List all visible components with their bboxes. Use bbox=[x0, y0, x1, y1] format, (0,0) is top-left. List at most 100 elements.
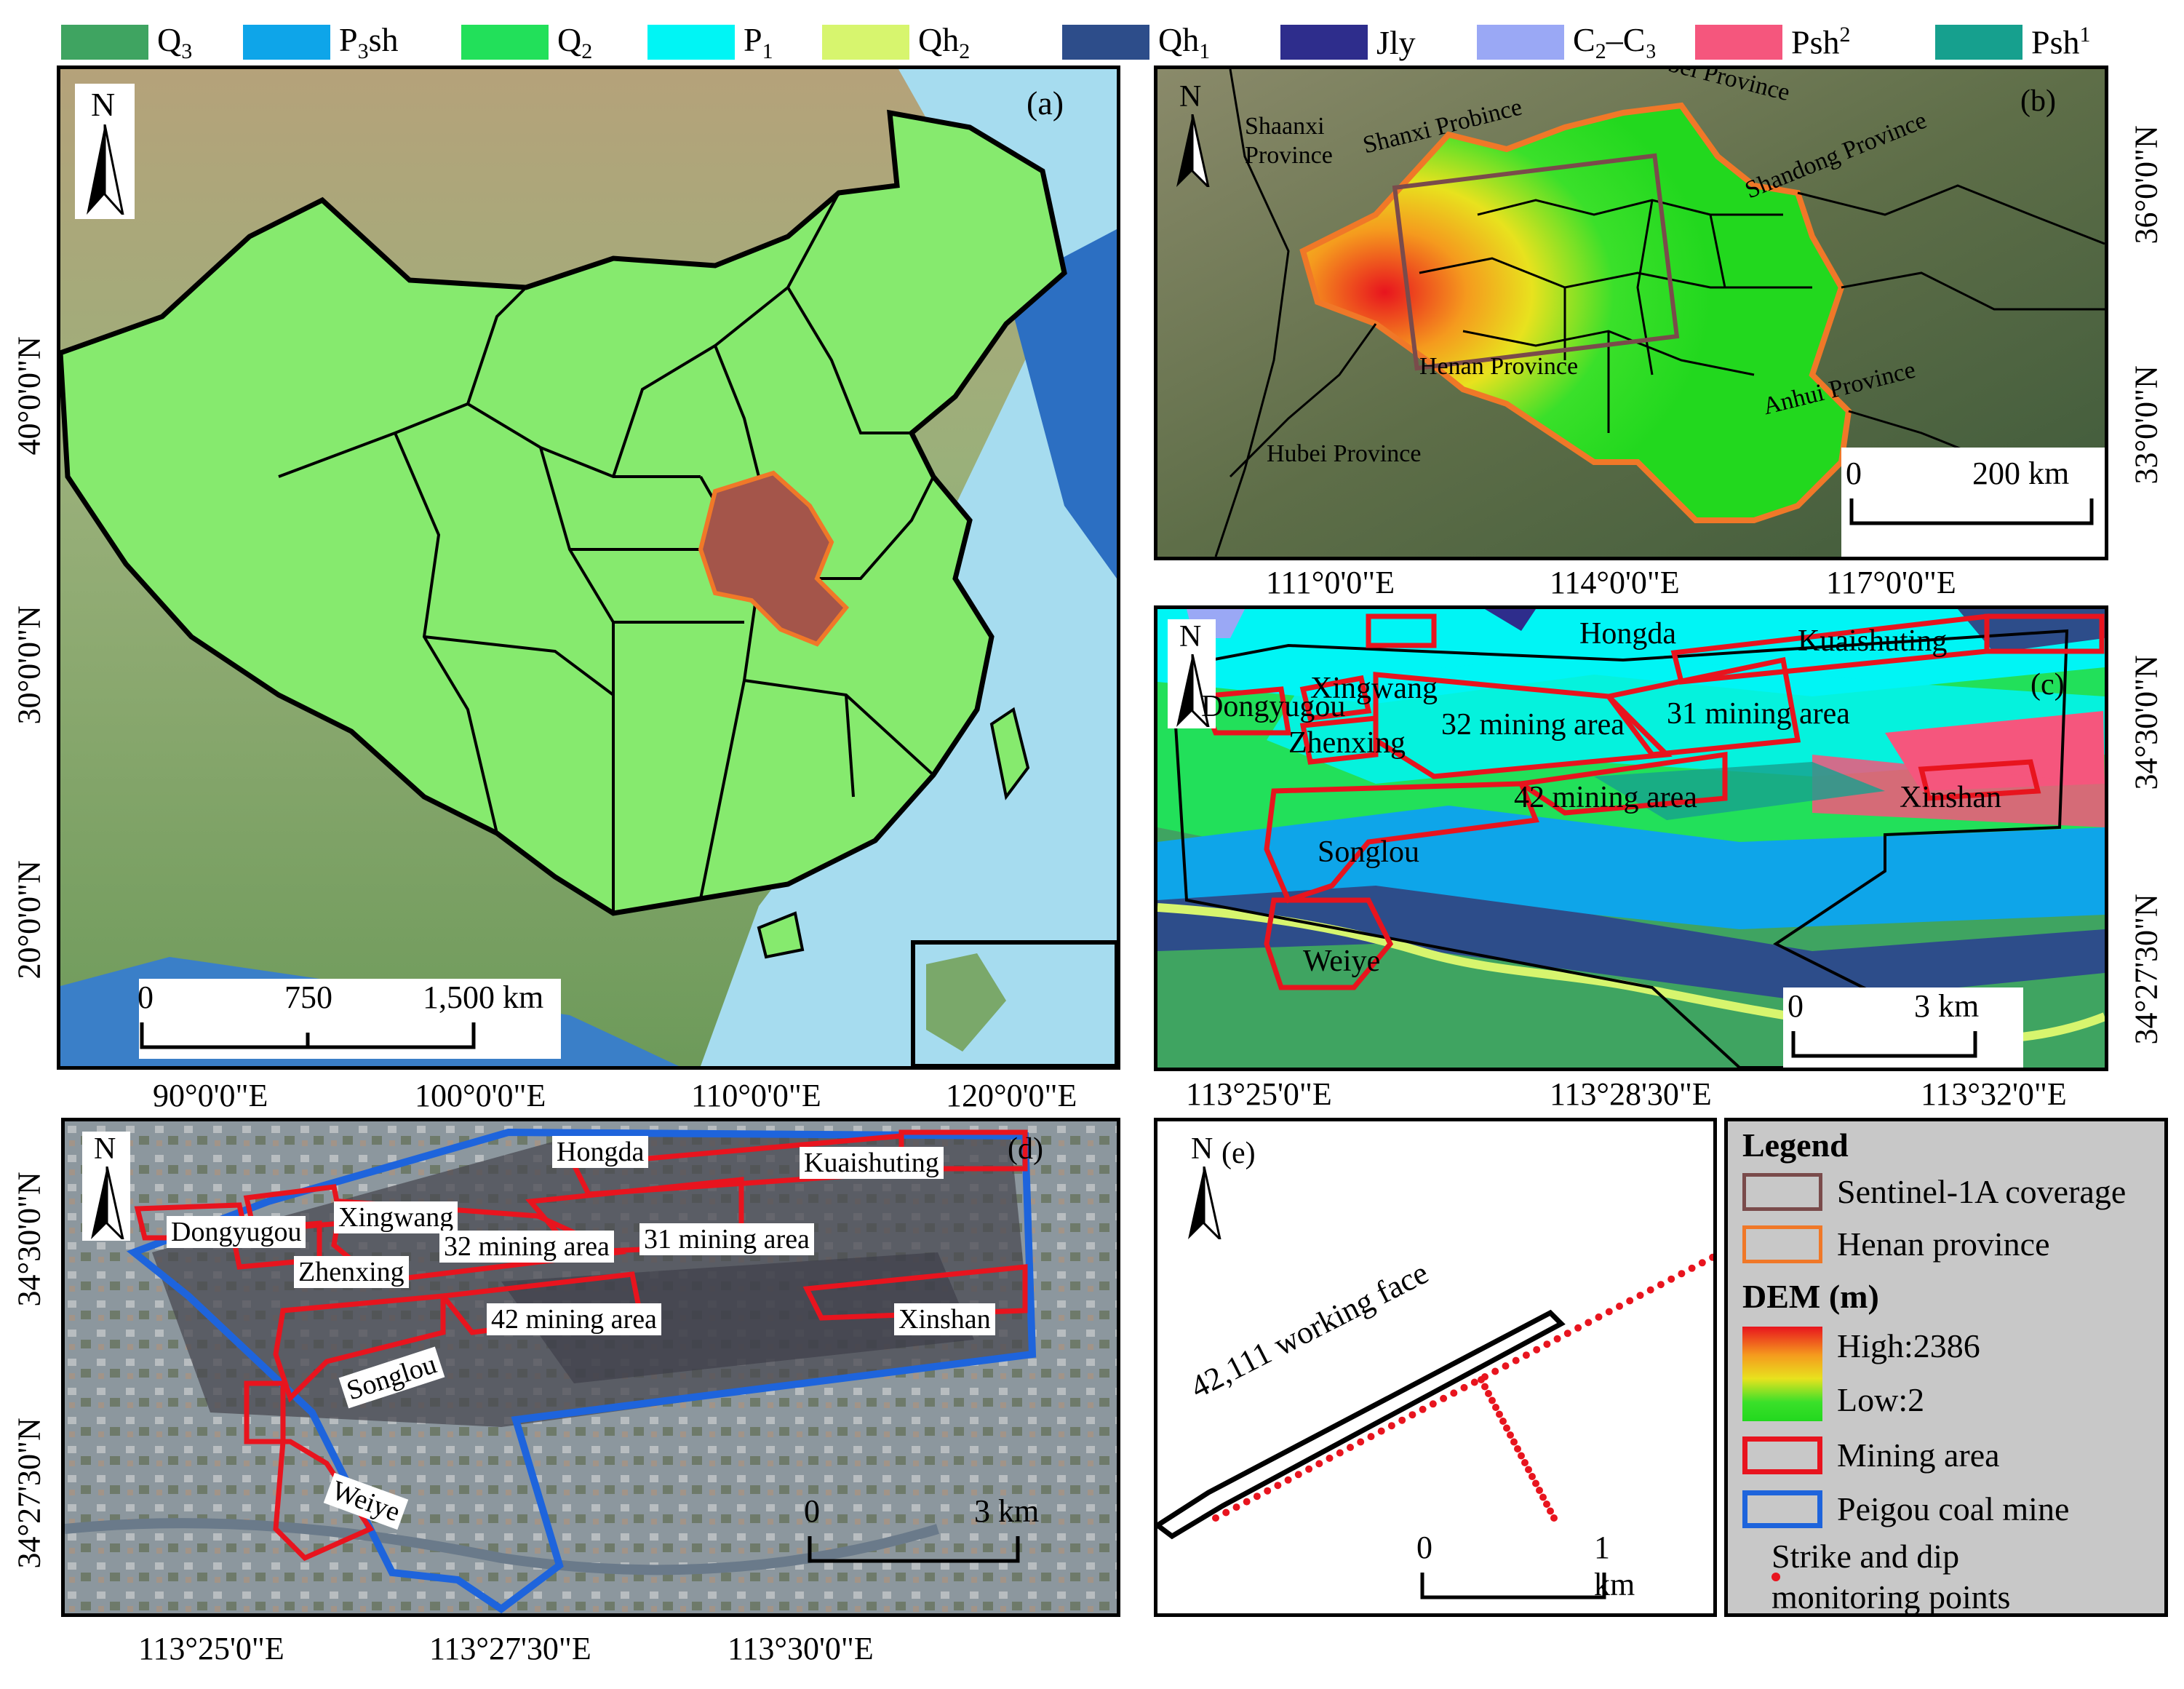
strike-point bbox=[1688, 1264, 1696, 1272]
dip-point bbox=[1532, 1479, 1539, 1487]
place-label: Dongyugou bbox=[1201, 690, 1346, 723]
strike-point bbox=[1284, 1476, 1292, 1484]
strike-point bbox=[1243, 1498, 1251, 1506]
geology-swatch bbox=[1280, 25, 1368, 60]
geology-swatch bbox=[61, 25, 148, 60]
panel-b-henan-dem: N (b) Shaanxi Province Shanxi Probince b… bbox=[1154, 65, 2108, 560]
panel-d-satellite-map: N (d) Hongda Kuaishuting Xingwang Dongyu… bbox=[61, 1118, 1120, 1617]
strike-point bbox=[1294, 1471, 1302, 1479]
geology-swatch bbox=[1695, 25, 1782, 60]
strike-point bbox=[1357, 1438, 1365, 1446]
strike-point bbox=[1315, 1460, 1323, 1468]
scale-zero: 0 bbox=[138, 979, 154, 1015]
geology-swatch bbox=[243, 25, 330, 60]
scale-line bbox=[1420, 1573, 1606, 1599]
geology-label: Psh2 bbox=[1791, 23, 1851, 61]
place-label: Hongda bbox=[1579, 617, 1676, 651]
b-lat-label: 36°0'0"N bbox=[2128, 125, 2164, 245]
dip-point bbox=[1514, 1445, 1521, 1452]
dip-point bbox=[1478, 1376, 1485, 1383]
dip-point bbox=[1529, 1473, 1536, 1480]
place-label: Hongda bbox=[552, 1136, 649, 1168]
geology-legend-item: C2–C₃ bbox=[1477, 20, 1657, 64]
place-label: Xingwang bbox=[1310, 672, 1438, 705]
scale-zero: 0 bbox=[1788, 988, 1804, 1024]
strike-point bbox=[1222, 1509, 1230, 1517]
a-lat-label: 20°0'0"N bbox=[11, 860, 47, 979]
north-label: N bbox=[94, 1132, 116, 1166]
geology-label: C2–C₃ bbox=[1573, 20, 1657, 64]
legend-label: Henan province bbox=[1837, 1225, 2050, 1263]
strike-point bbox=[1408, 1411, 1416, 1419]
geology-label: Qh2 bbox=[918, 20, 971, 64]
china-relief-map bbox=[60, 69, 1117, 1066]
d-lat-label: 34°30'0"N bbox=[11, 1172, 47, 1307]
geology-label: Qh1 bbox=[1158, 20, 1211, 64]
b-lon-label: 117°0'0"E bbox=[1826, 565, 1956, 600]
north-arrow-a: N bbox=[75, 84, 135, 219]
d-lon-label: 113°25'0"E bbox=[138, 1631, 284, 1666]
scale-end: 1,500 km bbox=[423, 979, 544, 1015]
d-lon-label: 113°30'0"E bbox=[728, 1631, 874, 1666]
panel-e-working-face: N (e) 42,111 working face 0 1 km bbox=[1154, 1118, 1717, 1617]
north-arrow-icon bbox=[1176, 114, 1210, 187]
north-arrow-e: N bbox=[1179, 1132, 1227, 1241]
dip-point bbox=[1536, 1487, 1543, 1494]
north-label: N bbox=[1179, 620, 1202, 653]
legend-label: Strike and dip bbox=[1771, 1538, 1960, 1575]
b-lon-label: 111°0'0"E bbox=[1266, 565, 1395, 600]
legend-title: Legend bbox=[1742, 1126, 1849, 1164]
strike-point bbox=[1512, 1356, 1520, 1364]
working-face-outline bbox=[1157, 1309, 1566, 1540]
panel-e-letter: (e) bbox=[1221, 1137, 1256, 1170]
dip-point bbox=[1543, 1501, 1550, 1508]
strike-point bbox=[1563, 1330, 1571, 1338]
strike-point bbox=[1419, 1405, 1427, 1413]
a-lon-label: 100°0'0"E bbox=[415, 1078, 546, 1113]
strike-point bbox=[1574, 1324, 1582, 1332]
place-label: Hubei Province bbox=[1267, 440, 1422, 467]
dip-point bbox=[1488, 1396, 1496, 1404]
strike-point bbox=[1553, 1335, 1561, 1343]
geology-label: P3sh bbox=[339, 20, 399, 64]
north-arrow-c: N bbox=[1168, 619, 1216, 728]
henan-highlight bbox=[698, 470, 850, 647]
place-label: 42 mining area bbox=[487, 1303, 661, 1335]
d-lat-label: 34°27'30"N bbox=[11, 1418, 47, 1569]
c-lat-label: 34°27'30"N bbox=[2128, 894, 2164, 1045]
strike-point bbox=[1232, 1503, 1240, 1511]
geology-swatch bbox=[461, 25, 549, 60]
strike-point bbox=[1491, 1367, 1499, 1375]
panel-c-geology-map: N (c) Hongda Kuaishuting Dongyugou Xingw… bbox=[1154, 605, 2108, 1071]
geology-label: Jly bbox=[1376, 23, 1416, 61]
strike-point bbox=[1305, 1465, 1313, 1473]
place-label: Zhenxing bbox=[294, 1256, 409, 1288]
dip-point bbox=[1481, 1383, 1488, 1391]
scale-bar-d: 0 3 km bbox=[800, 1493, 1040, 1573]
strike-point bbox=[1698, 1259, 1706, 1267]
scale-mid: 750 bbox=[284, 979, 332, 1015]
geology-label: Q3 bbox=[157, 20, 193, 64]
place-label: Xingwang bbox=[334, 1201, 458, 1233]
place-label: Kuaishuting bbox=[800, 1147, 944, 1179]
dip-point bbox=[1499, 1418, 1507, 1425]
sentinel-coverage-rect bbox=[1392, 153, 1680, 371]
north-arrow-icon bbox=[1176, 654, 1210, 727]
legend-peigou: Peigou coal mine bbox=[1742, 1490, 2069, 1528]
north-arrow-d: N bbox=[82, 1132, 130, 1241]
place-label: Shaanxi bbox=[1245, 113, 1325, 140]
legend-henan: Henan province bbox=[1742, 1225, 2050, 1263]
strike-point bbox=[1253, 1493, 1261, 1501]
scale-zero: 0 bbox=[1416, 1530, 1432, 1565]
dip-point bbox=[1521, 1459, 1529, 1466]
panel-a-china-map: N (a) 0 750 1,500 km bbox=[57, 65, 1120, 1070]
a-lon-label: 90°0'0"E bbox=[153, 1078, 268, 1113]
scale-bar-a: 0 750 1,500 km bbox=[138, 979, 561, 1059]
north-arrow-b: N bbox=[1168, 79, 1216, 188]
map-legend: Legend Sentinel-1A coverage Henan provin… bbox=[1724, 1118, 2168, 1617]
scale-end: 3 km bbox=[974, 1493, 1040, 1529]
strike-point bbox=[1667, 1275, 1675, 1283]
a-lat-label: 40°0'0"N bbox=[11, 336, 47, 456]
strike-point bbox=[1347, 1444, 1354, 1451]
strike-point bbox=[1585, 1319, 1593, 1327]
